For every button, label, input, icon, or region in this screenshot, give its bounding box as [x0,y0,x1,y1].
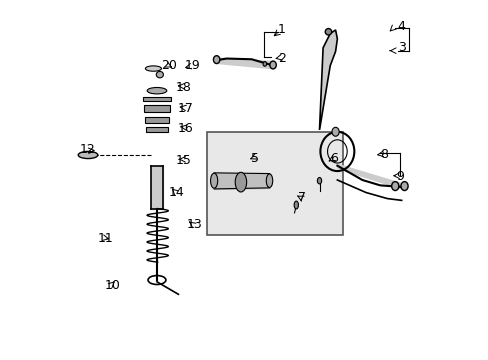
Text: 1: 1 [278,23,285,36]
Ellipse shape [331,127,339,136]
Text: 7: 7 [297,192,305,204]
Ellipse shape [210,173,217,188]
Bar [146,127,167,132]
Bar [144,105,169,112]
Text: 18: 18 [176,81,191,94]
Polygon shape [150,166,163,208]
Text: 4: 4 [397,20,405,33]
Ellipse shape [269,61,276,69]
Ellipse shape [263,62,266,66]
Text: 17: 17 [177,102,193,115]
Text: 19: 19 [184,59,200,72]
Ellipse shape [78,152,98,158]
Text: 9: 9 [395,170,403,183]
Text: 10: 10 [104,279,120,292]
Text: 5: 5 [251,152,259,165]
Ellipse shape [147,87,166,94]
Text: 14: 14 [168,186,184,199]
Text: 12: 12 [80,143,96,156]
Ellipse shape [213,56,220,64]
Text: 11: 11 [97,233,113,246]
Ellipse shape [294,201,298,209]
Bar [206,132,342,235]
Text: 20: 20 [161,59,177,72]
Ellipse shape [266,174,272,188]
Ellipse shape [400,181,407,190]
Ellipse shape [325,28,331,35]
Text: 8: 8 [379,148,387,162]
Text: 3: 3 [397,41,405,54]
Ellipse shape [317,177,321,184]
Text: 6: 6 [329,152,337,165]
Bar [143,97,171,102]
Bar [145,117,168,123]
Text: 15: 15 [176,154,191,167]
Text: 2: 2 [278,52,285,65]
Text: 13: 13 [186,218,202,231]
Ellipse shape [145,66,161,71]
Ellipse shape [156,71,163,78]
Ellipse shape [391,181,398,190]
Polygon shape [319,30,337,130]
Ellipse shape [235,172,246,192]
Text: 16: 16 [177,122,193,135]
